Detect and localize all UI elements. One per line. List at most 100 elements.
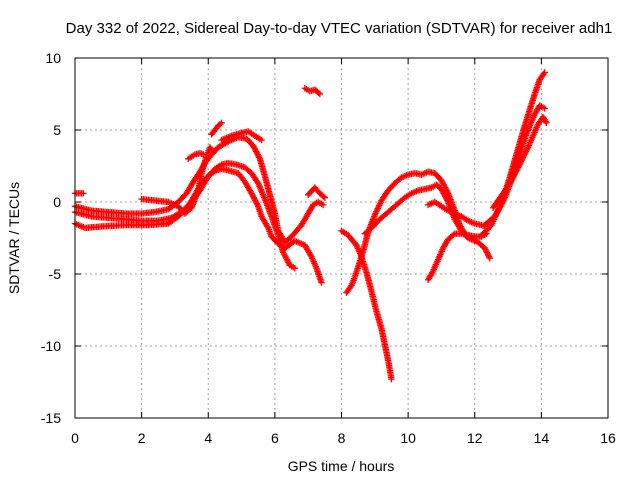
data-point	[499, 198, 506, 206]
x-axis-ticks: 0 2 4 6 8 10 12 14 16	[71, 58, 616, 446]
data-point	[519, 155, 526, 162]
data-point	[80, 190, 87, 197]
data-point	[252, 146, 259, 154]
data-point	[253, 149, 261, 157]
data-point	[438, 177, 445, 184]
data-point	[439, 180, 447, 187]
x-tick-label: 2	[138, 430, 146, 446]
data-point	[285, 259, 292, 266]
data-point	[482, 246, 489, 253]
data-series	[424, 230, 490, 283]
data-point	[442, 194, 450, 201]
data-series	[208, 119, 225, 138]
data-point	[254, 201, 261, 209]
data-point	[249, 191, 256, 198]
data-point	[541, 105, 548, 112]
data-point	[388, 375, 395, 383]
data-point	[251, 195, 258, 203]
data-point	[200, 151, 207, 158]
data-points	[71, 69, 550, 383]
data-point	[208, 146, 215, 154]
y-tick-label: 0	[53, 194, 61, 210]
data-point	[520, 152, 527, 160]
data-point	[255, 152, 262, 160]
data-point	[315, 89, 322, 97]
data-series	[424, 198, 488, 230]
data-point	[524, 145, 531, 152]
data-series	[478, 69, 548, 239]
data-series	[185, 149, 207, 162]
data-point	[253, 200, 260, 207]
data-point	[450, 231, 457, 239]
data-point	[249, 193, 257, 200]
data-point	[443, 195, 450, 203]
data-point	[481, 244, 488, 252]
data-point	[482, 247, 490, 255]
data-point	[440, 190, 447, 197]
data-point	[515, 162, 522, 170]
data-point	[441, 193, 449, 200]
x-tick-label: 8	[338, 430, 346, 446]
data-point	[282, 253, 289, 260]
data-series	[71, 190, 87, 197]
x-axis-label: GPS time / hours	[288, 458, 395, 474]
data-point	[510, 172, 517, 180]
data-series	[218, 128, 265, 144]
data-point	[540, 70, 547, 78]
x-tick-label: 6	[271, 430, 279, 446]
data-series	[489, 113, 550, 211]
data-point	[485, 253, 493, 260]
data-point	[509, 174, 517, 181]
data-point	[250, 194, 257, 201]
x-tick-label: 14	[534, 430, 550, 446]
data-point	[519, 154, 527, 161]
chart-title: Day 332 of 2022, Sidereal Day-to-day VTE…	[66, 20, 613, 37]
data-point	[486, 223, 494, 230]
data-point	[291, 265, 299, 272]
data-point	[258, 136, 265, 144]
x-tick-label: 16	[600, 430, 616, 446]
data-point	[518, 157, 525, 164]
data-point	[251, 145, 258, 152]
data-point	[440, 181, 447, 188]
x-tick-label: 4	[204, 430, 212, 446]
data-series	[138, 144, 215, 217]
data-point	[252, 197, 259, 204]
data-point	[282, 254, 290, 262]
y-tick-label: -15	[41, 410, 61, 426]
data-point	[441, 191, 448, 198]
data-series	[301, 85, 324, 98]
data-point	[498, 200, 506, 207]
y-tick-label: -10	[41, 338, 61, 354]
data-point	[320, 193, 327, 200]
data-point	[521, 151, 528, 158]
data-point	[541, 69, 548, 76]
y-tick-label: -5	[49, 266, 62, 282]
data-point	[319, 201, 327, 209]
y-axis-ticks: 10 5 0 -5 -10 -15	[41, 50, 608, 426]
data-series	[71, 134, 327, 246]
data-point	[438, 178, 446, 186]
data-point	[284, 257, 291, 265]
data-point	[512, 170, 519, 177]
data-point	[248, 190, 255, 197]
data-point	[218, 119, 225, 126]
data-point	[514, 164, 522, 171]
y-tick-label: 5	[53, 122, 61, 138]
data-point	[517, 158, 525, 165]
data-series	[304, 184, 329, 201]
data-point	[497, 203, 504, 210]
x-tick-label: 0	[71, 430, 79, 446]
data-point	[439, 188, 447, 196]
data-point	[514, 165, 521, 173]
data-point	[516, 159, 524, 167]
data-point	[438, 185, 445, 193]
data-point	[252, 198, 260, 206]
data-point	[543, 119, 550, 126]
data-point	[484, 250, 491, 258]
data-point	[318, 279, 325, 286]
data-point	[254, 151, 261, 158]
data-point	[522, 148, 530, 155]
data-point	[441, 182, 448, 190]
